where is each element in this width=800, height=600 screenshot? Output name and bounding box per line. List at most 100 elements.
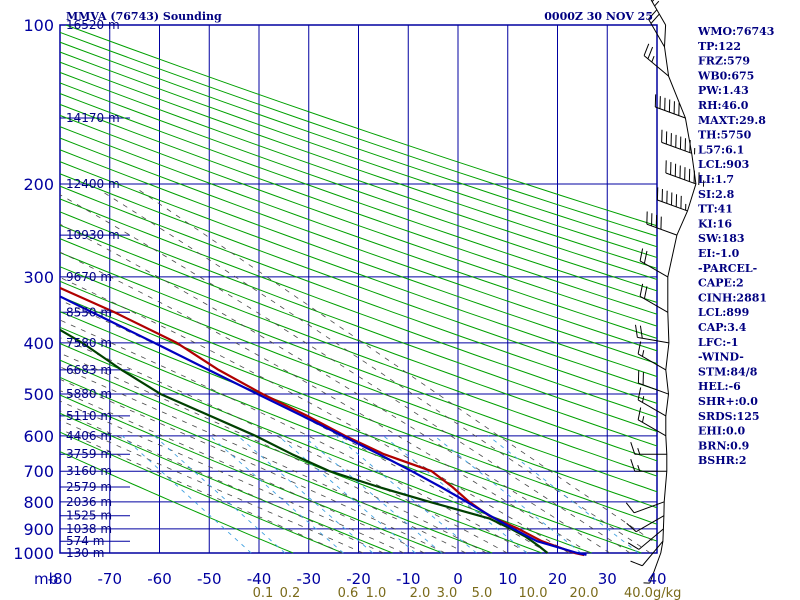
wind-barb-flag xyxy=(627,542,640,550)
index-label: TT:41 xyxy=(698,203,733,216)
dry-adiabat-540 xyxy=(60,41,657,248)
wind-barb-staff xyxy=(639,260,669,278)
height-label: 5880 m xyxy=(66,387,112,401)
mixing-ratio-label: 10.0 xyxy=(519,586,548,600)
wind-barb-staff xyxy=(635,515,665,533)
height-label: 1525 m xyxy=(66,509,112,523)
height-label: 2579 m xyxy=(66,480,112,494)
moist-adiabat-32 xyxy=(60,223,611,554)
height-label: 9670 m xyxy=(66,270,112,284)
wind-barb-flag xyxy=(639,283,644,297)
wind-barb-flag xyxy=(643,286,648,299)
index-label: HEL:-6 xyxy=(698,380,741,393)
x-unit-label: mb xyxy=(34,570,58,588)
index-label: SHR+:0.0 xyxy=(698,395,758,408)
moist-adiabat-24 xyxy=(60,277,570,554)
dry-adiabat-460 xyxy=(60,126,657,339)
dry-adiabat-510 xyxy=(60,71,657,281)
dry-adiabat-410 xyxy=(60,185,657,404)
height-label: 12400 m xyxy=(66,177,120,191)
pressure-tick-label: 800 xyxy=(23,493,54,512)
dry-adiabat-530 xyxy=(60,51,657,259)
index-label: LI:1.7 xyxy=(698,173,734,186)
wind-barb xyxy=(643,43,669,77)
height-label: 1038 m xyxy=(66,522,112,536)
temperature-tick-label: -30 xyxy=(297,570,322,588)
series-temperature xyxy=(60,286,585,557)
wind-barb-staff xyxy=(657,199,688,212)
dry-adiabat-250 xyxy=(60,431,343,554)
wind-barb xyxy=(639,283,669,313)
wind-barb xyxy=(627,528,664,550)
moist-adiabat-8 xyxy=(60,352,487,554)
dry-adiabats xyxy=(60,25,657,554)
index-label: FRZ:579 xyxy=(698,55,750,68)
wind-barb xyxy=(650,0,667,26)
index-label: WMO:76743 xyxy=(697,25,774,38)
wind-barb-flag xyxy=(647,46,654,59)
wind-barb-flag xyxy=(651,0,655,2)
dry-adiabat-480 xyxy=(60,103,657,315)
dry-adiabat-340 xyxy=(60,280,657,509)
wind-barb xyxy=(637,341,667,371)
mixing-ratio-label: 0.1 xyxy=(253,586,274,600)
wind-barb xyxy=(654,94,686,119)
dry-adiabat-440 xyxy=(60,149,657,365)
wind-barb-staff xyxy=(641,540,664,567)
wind-barb-flag xyxy=(639,248,644,262)
height-label: 2036 m xyxy=(66,495,112,509)
dry-adiabat-500 xyxy=(60,82,657,292)
temperature-tick-label: -50 xyxy=(197,570,222,588)
wind-barb-half xyxy=(641,350,645,357)
wind-barb-staff xyxy=(665,172,697,185)
chart-time: 0000Z 30 NOV 25 xyxy=(544,10,653,23)
index-label: PW:1.43 xyxy=(698,84,749,97)
dry-adiabat-420 xyxy=(60,173,657,391)
wind-barb-half xyxy=(654,0,660,7)
height-label: 130 m xyxy=(66,546,104,560)
dry-adiabat-430 xyxy=(60,161,657,378)
dry-adiabat-470 xyxy=(60,114,657,327)
mixing-ratio-label: 2.0 xyxy=(410,586,431,600)
wind-barb-flag xyxy=(630,459,636,472)
mixing-ratio-line-1.0 xyxy=(237,435,374,554)
index-label: CAPE:2 xyxy=(698,277,744,290)
wind-barb xyxy=(656,187,688,212)
dry-adiabat-280 xyxy=(60,376,493,554)
mixing-ratio-label: 5.0 xyxy=(472,586,493,600)
wind-barb xyxy=(625,501,665,514)
height-label: 574 m xyxy=(66,534,104,548)
index-label: CINH:2881 xyxy=(698,291,767,304)
wind-barb-staff xyxy=(633,501,665,514)
wind-barb-staff xyxy=(638,382,669,395)
wind-barb-staff xyxy=(648,18,665,48)
index-label: BRN:0.9 xyxy=(698,439,749,452)
mixing-ratio-label: 3.0 xyxy=(437,586,458,600)
wind-barb-staff xyxy=(638,528,664,550)
pressure-tick-label: 100 xyxy=(23,16,54,35)
index-label: -PARCEL- xyxy=(698,262,757,275)
wind-barb xyxy=(637,370,669,395)
pressure-tick-label: 600 xyxy=(23,427,54,446)
wind-barb-staff xyxy=(643,55,669,77)
wind-barb-staff xyxy=(637,419,667,437)
temperature-tick-label: 20 xyxy=(548,570,567,588)
mixing-ratio-line-0.6 xyxy=(209,435,344,554)
pressure-tick-label: 900 xyxy=(23,520,54,539)
height-label: 16520 m xyxy=(66,18,120,32)
wind-barb-half xyxy=(637,448,641,455)
index-label: SRDS:125 xyxy=(698,410,760,423)
temperature-tick-label: 0 xyxy=(453,570,463,588)
wind-barb-staff xyxy=(646,223,678,236)
moist-adiabat-28 xyxy=(60,251,590,554)
mixing-ratio-line-2.0 xyxy=(277,435,416,554)
index-label: STM:84/8 xyxy=(698,365,758,378)
mixing-ratio-label: 40.0g/kg xyxy=(624,586,681,600)
index-label: LCL:903 xyxy=(698,158,749,171)
wind-barb-flag xyxy=(637,407,642,420)
dry-adiabat-270 xyxy=(60,394,443,554)
wind-barb-flag xyxy=(639,325,643,339)
wind-barb xyxy=(630,459,667,472)
